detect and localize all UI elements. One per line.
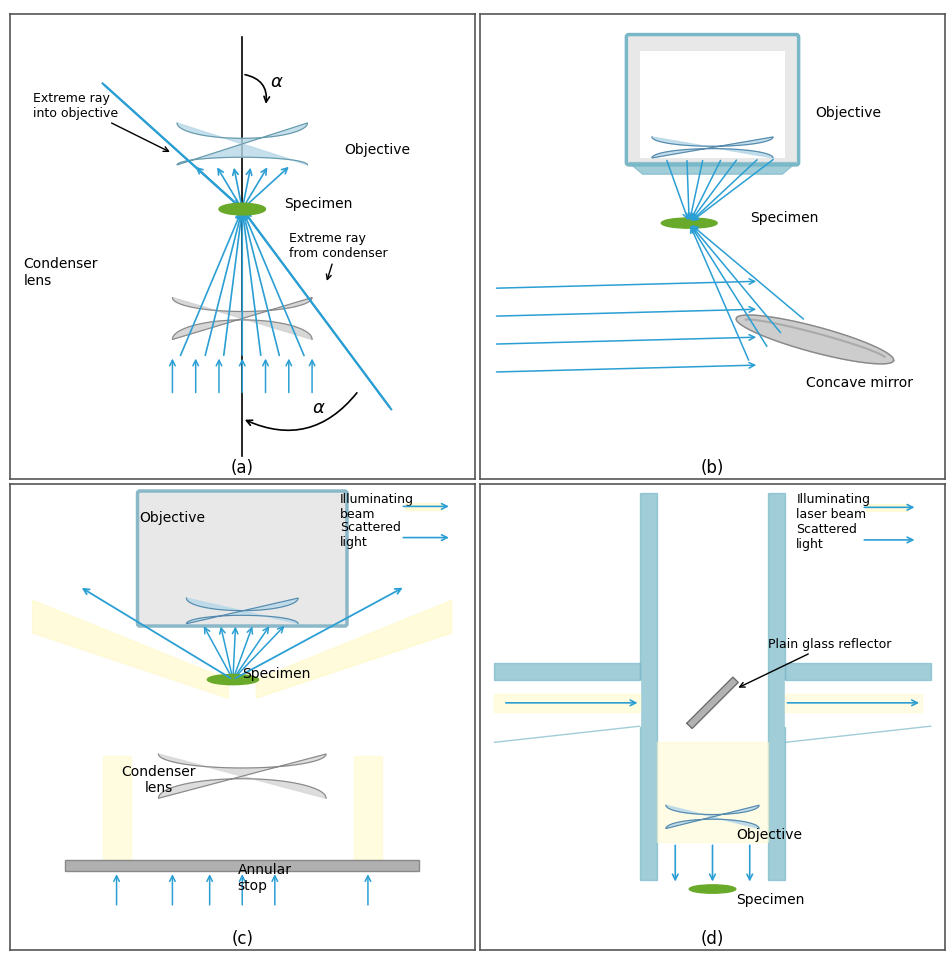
Text: $\alpha$: $\alpha$	[270, 73, 284, 91]
Polygon shape	[103, 757, 130, 860]
Text: (d): (d)	[701, 928, 724, 947]
Polygon shape	[687, 677, 738, 729]
Ellipse shape	[218, 204, 266, 216]
Ellipse shape	[690, 885, 735, 893]
Text: Condenser
lens: Condenser lens	[122, 765, 196, 795]
Text: Specimen: Specimen	[242, 667, 311, 680]
FancyBboxPatch shape	[138, 491, 347, 626]
Polygon shape	[785, 694, 922, 712]
Text: Objective: Objective	[140, 511, 205, 525]
Text: Plain glass reflector: Plain glass reflector	[740, 638, 892, 687]
Bar	[66, 860, 419, 871]
Polygon shape	[256, 601, 452, 699]
Text: Specimen: Specimen	[284, 197, 352, 210]
Polygon shape	[494, 680, 640, 727]
Polygon shape	[666, 805, 759, 828]
Ellipse shape	[661, 219, 717, 229]
Polygon shape	[173, 298, 312, 340]
Text: Condenser
lens: Condenser lens	[24, 257, 98, 287]
Polygon shape	[736, 316, 894, 364]
Polygon shape	[354, 757, 382, 860]
Text: Objective: Objective	[815, 106, 881, 120]
Text: Objective: Objective	[345, 143, 410, 157]
Text: Extreme ray
into objective: Extreme ray into objective	[32, 92, 168, 152]
Polygon shape	[785, 680, 931, 727]
Polygon shape	[177, 124, 308, 166]
Text: Specimen: Specimen	[750, 210, 818, 225]
Polygon shape	[866, 505, 908, 512]
Polygon shape	[32, 601, 228, 699]
Text: (a): (a)	[231, 458, 254, 477]
Text: Scattered
light: Scattered light	[340, 520, 401, 548]
Text: $\alpha$: $\alpha$	[312, 398, 326, 416]
Bar	[640, 51, 785, 159]
Polygon shape	[405, 503, 443, 510]
Polygon shape	[656, 742, 769, 843]
Polygon shape	[785, 664, 931, 680]
Polygon shape	[629, 164, 796, 175]
Polygon shape	[494, 727, 640, 742]
Text: Scattered
light: Scattered light	[796, 522, 857, 550]
FancyBboxPatch shape	[626, 36, 799, 166]
Polygon shape	[656, 494, 769, 880]
Text: Illuminating
beam: Illuminating beam	[340, 492, 414, 520]
Text: Annular
stop: Annular stop	[238, 862, 292, 892]
Polygon shape	[785, 727, 931, 742]
Polygon shape	[159, 754, 326, 798]
Text: Specimen: Specimen	[736, 892, 804, 906]
Polygon shape	[640, 494, 656, 880]
Polygon shape	[769, 494, 785, 880]
Text: Extreme ray
from condenser: Extreme ray from condenser	[289, 232, 388, 280]
Text: (b): (b)	[701, 458, 724, 477]
Text: Illuminating
laser beam: Illuminating laser beam	[796, 492, 870, 520]
Polygon shape	[494, 694, 640, 712]
Polygon shape	[652, 138, 773, 159]
Text: Concave mirror: Concave mirror	[806, 376, 913, 390]
Polygon shape	[494, 664, 640, 680]
Text: (c): (c)	[231, 928, 254, 947]
Polygon shape	[186, 599, 298, 624]
Ellipse shape	[207, 674, 258, 685]
Text: Objective: Objective	[736, 827, 802, 841]
